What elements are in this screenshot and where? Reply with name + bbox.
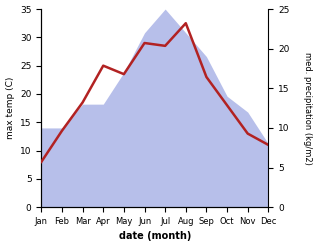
Y-axis label: max temp (C): max temp (C)	[5, 77, 15, 139]
Y-axis label: med. precipitation (kg/m2): med. precipitation (kg/m2)	[303, 52, 313, 165]
X-axis label: date (month): date (month)	[119, 231, 191, 242]
